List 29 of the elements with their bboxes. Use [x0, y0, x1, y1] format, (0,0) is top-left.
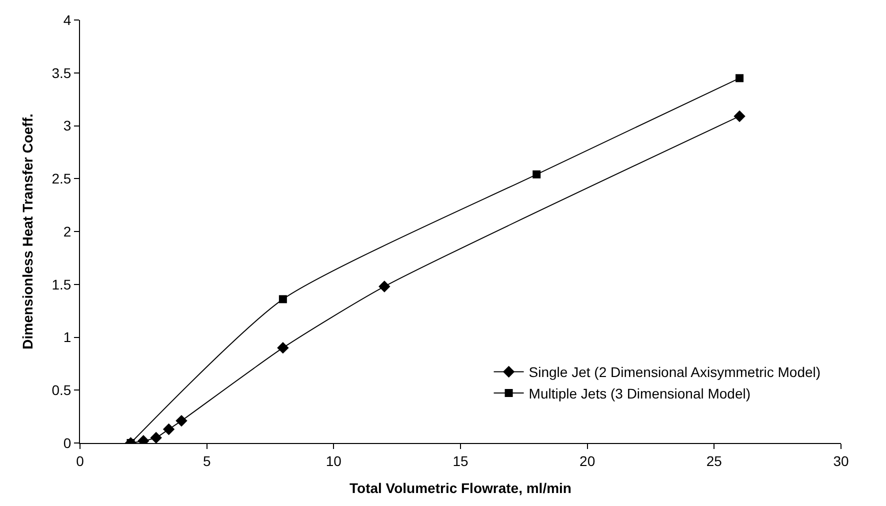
y-tick-label: 1 [63, 329, 72, 346]
point [734, 110, 746, 122]
point [532, 170, 541, 178]
point [277, 342, 289, 354]
point [162, 423, 175, 436]
y-tick-label: 1.5 [52, 276, 72, 292]
legend-label: Single Jet (2 Dimensional Axisymmetric Model) [528, 364, 821, 380]
y-tick-label: 0 [63, 434, 72, 451]
y-tick-label: 0.5 [52, 382, 72, 398]
x-tick-label: 25 [706, 452, 722, 469]
y-tick-label: 3 [63, 118, 72, 134]
point [176, 414, 188, 427]
y-tick-label: 3.5 [52, 64, 72, 81]
y-tick-label: 2 [63, 223, 72, 240]
x-tick-label: 30 [833, 452, 849, 469]
y-tick-label: 2.5 [52, 170, 72, 187]
x-tick-label: 0 [76, 452, 84, 469]
x-tick-label: 15 [452, 452, 468, 469]
point [150, 432, 162, 443]
point [278, 295, 287, 304]
y-tick-label: 4 [63, 12, 72, 28]
x-axis-title: Total Volumetric Flowrate, ml/min [350, 480, 572, 496]
point [378, 280, 390, 292]
point [736, 74, 744, 82]
x-tick-label: 20 [580, 452, 596, 469]
x-tick-label: 10 [326, 452, 342, 469]
x-tick-label: 5 [202, 452, 211, 469]
legend-label: Multiple Jets (3 Dimensional Model) [528, 385, 751, 402]
y-axis-title: Dimensionless Heat Transfer Coeff. [19, 114, 36, 350]
